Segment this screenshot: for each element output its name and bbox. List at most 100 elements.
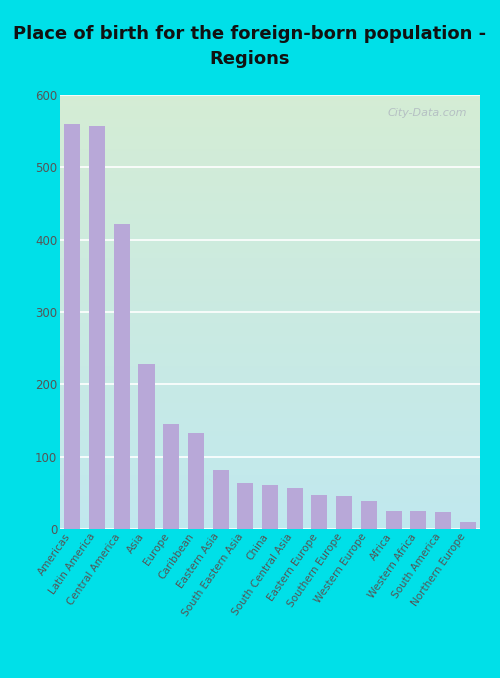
Text: Place of birth for the foreign-born population -
Regions: Place of birth for the foreign-born popu… [14,25,486,68]
Bar [60,156,480,158]
Bar [60,388,480,390]
Bar [60,147,480,149]
Bar [60,169,480,171]
Bar [60,290,480,292]
Bar [386,511,402,529]
Bar [60,149,480,151]
Bar [60,283,480,286]
Bar [60,319,480,321]
Bar [336,496,352,529]
Bar [60,268,480,271]
Bar [60,433,480,435]
Bar [60,182,480,184]
Bar [60,424,480,427]
Bar [60,386,480,388]
Bar [60,525,480,527]
Bar [60,229,480,232]
Bar [60,314,480,316]
Bar [60,359,480,362]
Bar [60,395,480,397]
Bar [60,442,480,444]
Bar [60,227,480,229]
Bar [60,514,480,516]
Bar [60,342,480,344]
Bar [60,184,480,186]
Text: City-Data.com: City-Data.com [388,108,468,118]
Bar [212,470,228,529]
Bar [60,444,480,446]
Bar [60,264,480,266]
Bar [60,494,480,496]
Bar [60,243,480,245]
Bar [60,468,480,471]
Bar [60,453,480,455]
Bar [60,475,480,477]
Bar [60,522,480,525]
Bar [60,203,480,205]
Bar [60,207,480,210]
Bar [60,238,480,240]
Bar [60,351,480,353]
Bar [60,106,480,108]
Bar [60,366,480,368]
Bar [435,512,451,529]
Bar [60,180,480,182]
Bar [60,281,480,283]
Bar [60,167,480,169]
Bar [60,505,480,507]
Bar [60,138,480,140]
Bar [60,275,480,277]
Bar [60,312,480,314]
Bar [60,256,480,258]
Bar [60,422,480,424]
Bar [60,273,480,275]
Bar [60,136,480,138]
Bar [60,99,480,102]
Bar [238,483,254,529]
Bar [60,271,480,273]
Bar [60,353,480,355]
Bar [60,457,480,460]
Bar [60,466,480,468]
Bar [188,433,204,529]
Bar [60,191,480,193]
Bar [60,527,480,529]
Bar [60,193,480,195]
Bar [60,403,480,405]
Bar [60,440,480,442]
Bar [312,495,328,529]
Bar [262,485,278,529]
Bar [60,132,480,134]
Bar [60,392,480,395]
Bar [60,451,480,453]
Bar [60,171,480,173]
Bar [60,471,480,473]
Bar [60,303,480,305]
Bar [460,522,475,529]
Bar [60,292,480,294]
Bar [60,483,480,485]
Bar [60,151,480,153]
Bar [60,310,480,312]
Bar [60,485,480,487]
Bar [60,308,480,310]
Bar [60,125,480,127]
Bar [60,511,480,514]
Bar [89,126,105,529]
Bar [60,188,480,191]
Bar [60,145,480,147]
Bar [60,245,480,247]
Bar [60,262,480,264]
Bar [60,117,480,119]
Bar [60,123,480,125]
Bar [60,266,480,268]
Bar [60,95,480,97]
Bar [60,236,480,238]
Bar [60,338,480,340]
Bar [60,258,480,260]
Bar [60,490,480,492]
Bar [60,158,480,160]
Bar [60,134,480,136]
Bar [60,449,480,451]
Bar [60,405,480,407]
